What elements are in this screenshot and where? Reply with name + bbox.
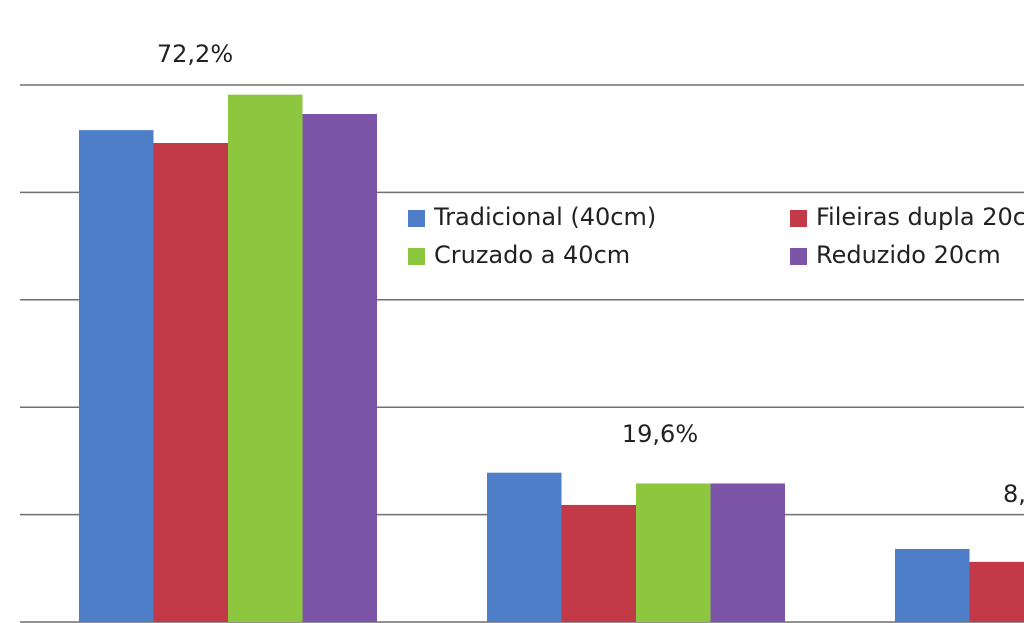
- legend-label: Tradicional (40cm): [433, 203, 656, 231]
- bar: [561, 504, 636, 622]
- bar: [710, 483, 785, 622]
- bar: [302, 113, 377, 623]
- legend-swatch: [408, 248, 425, 265]
- legend-label: Reduzido 20cm: [816, 241, 1001, 269]
- group-label: 19,6%: [622, 420, 698, 448]
- legend-swatch: [790, 210, 807, 227]
- bar: [153, 142, 228, 622]
- bar: [895, 548, 970, 622]
- bar: [487, 472, 562, 622]
- bar: [79, 130, 154, 622]
- bar: [969, 561, 1024, 622]
- group-label: 8,: [1003, 480, 1024, 508]
- legend-label: Cruzado a 40cm: [434, 241, 630, 269]
- legend-swatch: [790, 248, 807, 265]
- legend-label: Fileiras dupla 20cm: [816, 203, 1024, 231]
- group-label: 72,2%: [157, 40, 233, 68]
- bar: [228, 94, 303, 622]
- legend-swatch: [408, 210, 425, 227]
- bar: [636, 483, 711, 622]
